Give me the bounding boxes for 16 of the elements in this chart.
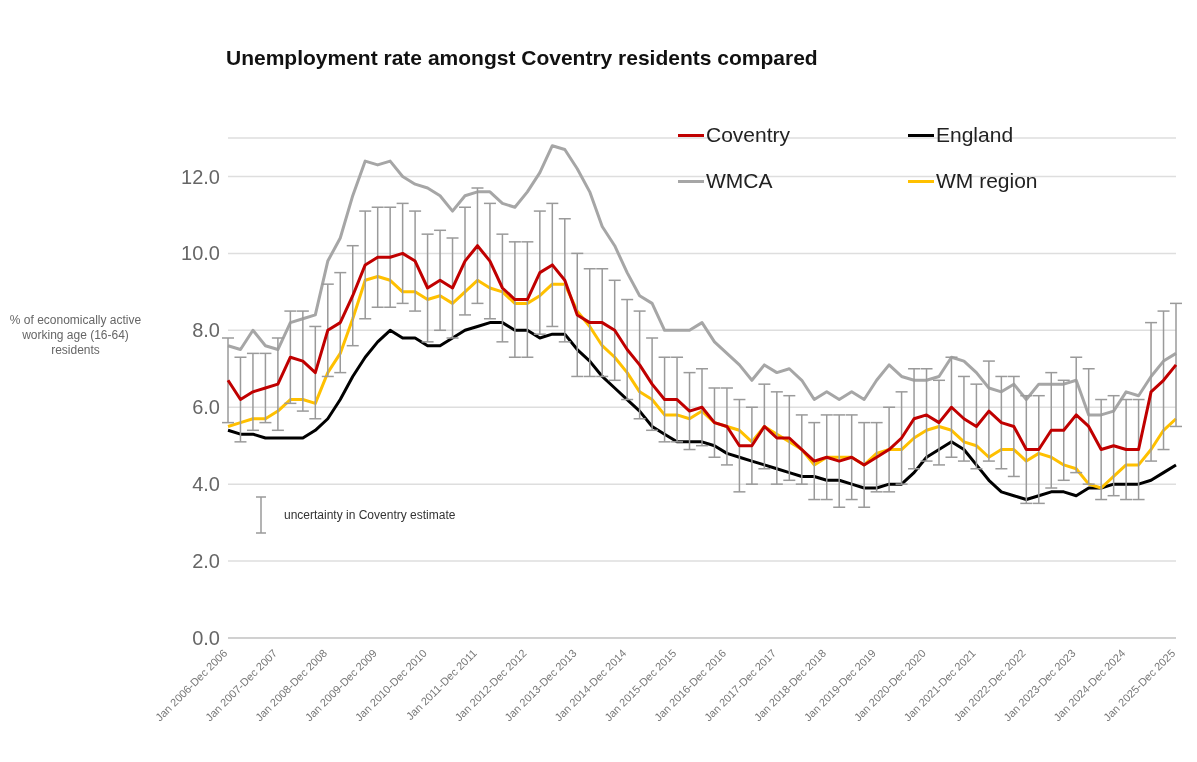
y-tick-label: 10.0 (181, 242, 220, 265)
y-tick-label: 4.0 (192, 473, 220, 496)
line-series (226, 244, 1178, 467)
y-tick-label: 0.0 (192, 627, 220, 650)
y-axis-title: % of economically active working age (16-64) residents (8, 313, 143, 358)
y-tick-label: 6.0 (192, 396, 220, 419)
line-series (226, 321, 1178, 502)
legend-label: WMCA (706, 169, 773, 193)
legend-label: Coventry (706, 123, 791, 147)
y-tick-label: 2.0 (192, 550, 220, 573)
y-tick-label: 12.0 (181, 165, 220, 188)
y-tick-label: 8.0 (192, 319, 220, 342)
chart-title: Unemployment rate amongst Coventry residents compared (226, 46, 818, 70)
legend-label: WM region (936, 169, 1038, 193)
annotation: uncertainty in Coventry estimate (284, 508, 456, 522)
legend-label: England (936, 123, 1014, 147)
